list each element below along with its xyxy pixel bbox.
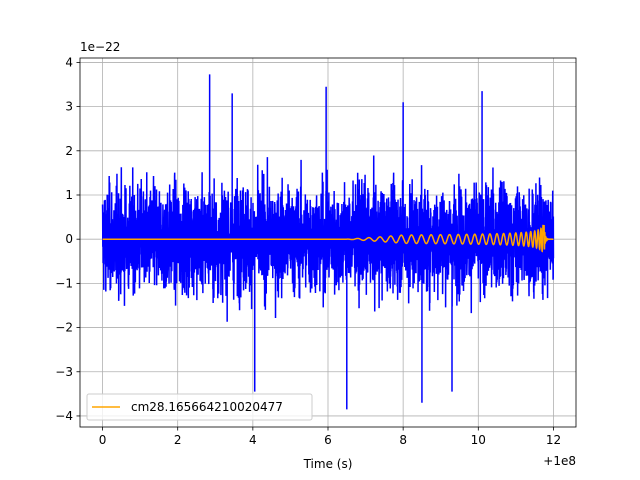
y-tick-label: −4 bbox=[55, 409, 73, 423]
chirp-series-line bbox=[102, 224, 554, 253]
y-tick-label: 2 bbox=[65, 144, 73, 158]
y-tick-label: 3 bbox=[65, 100, 73, 114]
y-axis-ticks: −4 −3 −2 −1 0 1 2 3 4 bbox=[55, 55, 80, 423]
x-axis-ticks: 0 2 4 6 8 10 12 bbox=[99, 427, 561, 447]
legend-label-chirp: cm28.165664210020477 bbox=[131, 400, 283, 414]
x-axis-label: Time (s) bbox=[303, 457, 353, 471]
legend: cm28.165664210020477 bbox=[86, 393, 313, 421]
y-tick-label: −3 bbox=[55, 365, 73, 379]
y-scale-label: 1e−22 bbox=[80, 40, 120, 54]
legend-box bbox=[86, 393, 313, 421]
noise-series-line bbox=[101, 74, 555, 410]
x-tick-label: 6 bbox=[324, 433, 332, 447]
x-tick-label: 10 bbox=[471, 433, 486, 447]
y-tick-label: 4 bbox=[65, 55, 73, 69]
y-tick-label: −2 bbox=[55, 321, 73, 335]
x-offset-label: +1e8 bbox=[543, 454, 576, 468]
x-tick-label: 0 bbox=[99, 433, 107, 447]
plot-frame bbox=[79, 57, 577, 428]
x-tick-label: 12 bbox=[546, 433, 561, 447]
x-tick-label: 8 bbox=[399, 433, 407, 447]
x-tick-label: 4 bbox=[249, 433, 257, 447]
x-tick-label: 2 bbox=[174, 433, 182, 447]
y-tick-label: 1 bbox=[65, 188, 73, 202]
y-tick-label: −1 bbox=[55, 276, 73, 290]
y-tick-label: 0 bbox=[65, 232, 73, 246]
